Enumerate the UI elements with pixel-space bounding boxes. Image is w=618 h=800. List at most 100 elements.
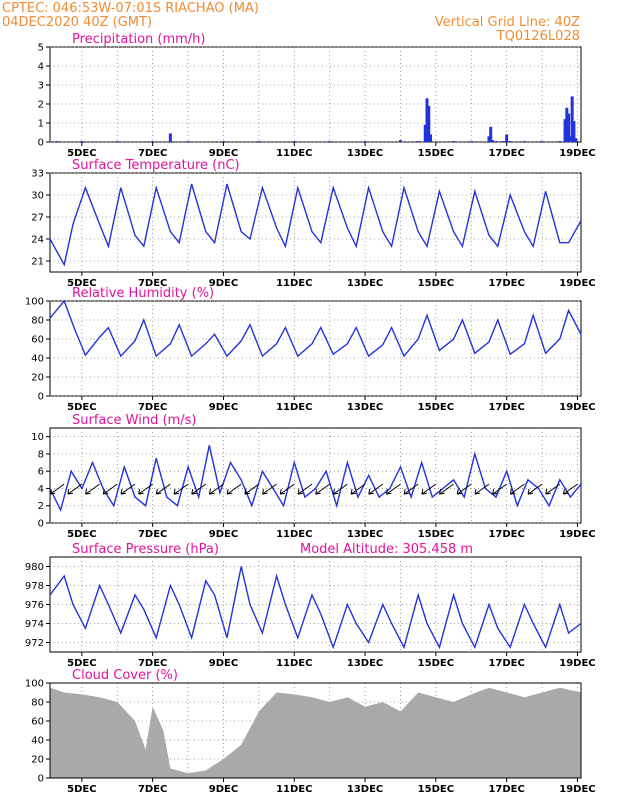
precip-bar <box>452 141 456 142</box>
precip-xtick-label: 17DEC <box>488 148 524 159</box>
wind-arrow-head <box>244 489 250 495</box>
wind-arrow-head <box>155 489 162 495</box>
precip-bar <box>501 141 505 142</box>
precip-ytick-label: 3 <box>38 81 44 92</box>
precip-bar <box>168 133 172 142</box>
precip-bar <box>575 141 579 142</box>
wind-arrow-shaft <box>527 483 543 495</box>
precip-bar <box>508 141 512 142</box>
wind-arrow-head <box>492 489 498 495</box>
wind-arrow-head <box>315 489 321 495</box>
precip-bar <box>416 141 420 142</box>
precip-bar <box>572 121 576 142</box>
wind-arrow-shaft <box>386 483 401 495</box>
precip-bar <box>257 141 261 142</box>
rh-ytick-label: 60 <box>31 335 44 346</box>
wind-xtick-label: 15DEC <box>418 529 454 540</box>
wind-xtick-label: 19DEC <box>559 529 595 540</box>
pressure-xtick-label: 15DEC <box>418 658 454 669</box>
precip-bar <box>567 113 571 142</box>
precip-bar <box>55 141 59 142</box>
wind-arrow-head <box>509 489 516 495</box>
precip-bar <box>221 141 225 142</box>
wind-arrow-shaft <box>421 483 437 495</box>
rh-xtick-label: 13DEC <box>347 402 383 413</box>
wind-arrow-shaft <box>368 483 384 495</box>
wind-arrow-shaft <box>350 483 366 495</box>
rh-ytick-label: 80 <box>31 316 44 327</box>
precip-bar <box>568 136 572 142</box>
precip-bar <box>558 141 562 142</box>
wind-arrow-shaft <box>279 483 295 495</box>
wind-arrow-head <box>262 489 268 495</box>
wind-arrow-shaft <box>173 483 189 495</box>
precip-bar <box>328 141 332 142</box>
cloud-title: Cloud Cover (%) <box>72 668 178 683</box>
wind-ytick-label: 4 <box>38 484 44 495</box>
wind-arrow-shaft <box>262 483 277 495</box>
precip-title: Precipitation (mm/h) <box>72 32 205 47</box>
wind-xtick-label: 13DEC <box>347 529 383 540</box>
precip-xtick-label: 7DEC <box>138 148 167 159</box>
wind-arrow-head <box>297 489 304 495</box>
cloud-ytick-label: 40 <box>31 736 44 747</box>
rh-xtick-label: 19DEC <box>559 402 595 413</box>
pressure-annotation: Model Altitude: 305.458 m <box>300 542 473 557</box>
wind-arrow-shaft <box>85 483 100 495</box>
pressure-xtick-label: 5DEC <box>67 658 96 669</box>
wind-arrow-head <box>562 489 569 495</box>
precip-panel: 0 1 2 3 4 5 5DEC 7DEC 9DEC 11DEC 13DEC 15DEC 17DEC 19… <box>38 32 596 159</box>
rh-xtick-label: 17DEC <box>488 402 524 413</box>
wind-arrow-head <box>120 489 127 495</box>
temp-ytick-label: 27 <box>31 213 44 224</box>
wind-arrow-shaft <box>67 483 83 495</box>
wind-arrow-shaft <box>244 483 260 495</box>
temp-ytick-label: 33 <box>31 169 44 180</box>
rh-xtick-label: 15DEC <box>418 402 454 413</box>
wind-arrow-shaft <box>120 483 136 495</box>
rh-ytick-label: 20 <box>31 373 44 384</box>
precip-bar <box>186 141 190 142</box>
wind-arrow-head <box>545 489 551 495</box>
panels: 0 1 2 3 4 5 5DEC 7DEC 9DEC 11DEC 13DEC 15DEC 17DEC 19… <box>25 32 596 795</box>
cloud-ytick-label: 60 <box>31 717 44 728</box>
wind-arrow-head <box>138 489 144 495</box>
pressure-ytick-label: 972 <box>25 638 44 649</box>
wind-arrow-shaft <box>226 483 242 495</box>
temp-panel: 21 24 27 30 33 5DEC 7DEC 9DEC 11DEC 13DEC 15DEC 17D… <box>31 158 595 289</box>
pressure-xtick-label: 17DEC <box>488 658 524 669</box>
cloud-xtick-label: 17DEC <box>488 784 524 795</box>
precip-xtick-label: 19DEC <box>559 148 595 159</box>
precip-bar <box>487 136 491 142</box>
rh-panel: 0 20 40 60 80 100 5DEC 7DEC 9DEC 11DEC 13DEC 15DEC 1… <box>25 286 596 413</box>
wind-ytick-label: 2 <box>38 501 44 512</box>
pressure-ytick-label: 976 <box>25 600 44 611</box>
precip-ytick-label: 0 <box>38 138 44 149</box>
wind-arrow-head <box>208 489 215 495</box>
wind-arrow-head <box>385 489 392 495</box>
precip-ytick-label: 2 <box>38 100 44 111</box>
wind-xtick-label: 9DEC <box>209 529 238 540</box>
wind-arrow-shaft <box>563 483 578 495</box>
wind-arrow-shaft <box>156 483 171 495</box>
wind-ytick-label: 6 <box>38 467 44 478</box>
temp-xtick-label: 19DEC <box>559 278 595 289</box>
rh-xtick-label: 7DEC <box>138 402 167 413</box>
temp-xtick-label: 11DEC <box>276 278 312 289</box>
pressure-xtick-label: 9DEC <box>209 658 238 669</box>
precip-ytick-label: 1 <box>38 119 44 130</box>
wind-arrow-head <box>368 489 374 495</box>
rh-xtick-label: 5DEC <box>67 402 96 413</box>
precip-ytick-label: 4 <box>38 62 44 73</box>
precip-bar <box>489 126 493 142</box>
pressure-ytick-label: 980 <box>25 562 44 573</box>
rh-xtick-label: 9DEC <box>209 402 238 413</box>
rh-frame <box>49 300 582 397</box>
precip-bar <box>574 138 578 142</box>
wind-arrow-shaft <box>191 483 207 495</box>
wind-arrow-head <box>85 489 91 495</box>
temp-ytick-label: 21 <box>31 257 44 268</box>
wind-arrow-shaft <box>492 483 507 495</box>
cloud-xtick-label: 5DEC <box>67 784 96 795</box>
